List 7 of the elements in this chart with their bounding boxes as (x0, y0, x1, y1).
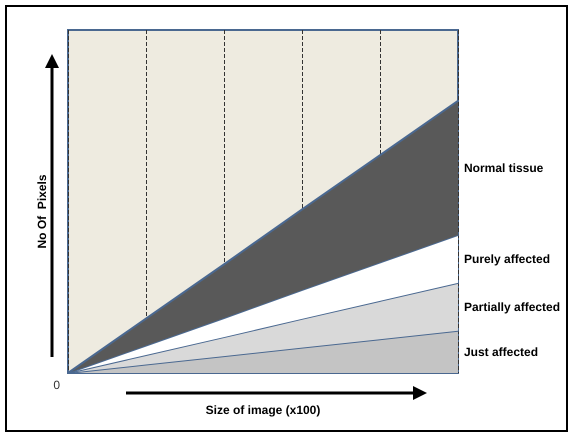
y-axis-title: No Of Pixels (35, 174, 49, 249)
x-axis-title: Size of image (x100) (206, 403, 320, 417)
text: 0 (53, 378, 60, 392)
series-label: Normal tissue (464, 160, 544, 175)
series-label: Partially affected (464, 300, 560, 314)
series-label: Purely affected (464, 252, 550, 266)
series-label: Just affected (464, 344, 538, 359)
